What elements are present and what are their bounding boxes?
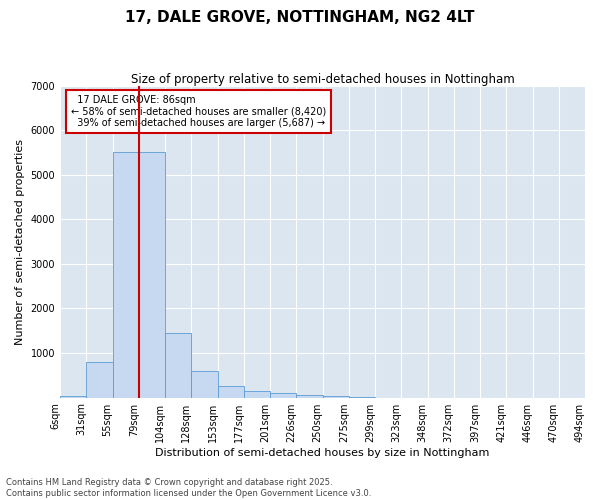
- Bar: [113, 152, 139, 398]
- Bar: [60, 396, 86, 398]
- X-axis label: Distribution of semi-detached houses by size in Nottingham: Distribution of semi-detached houses by …: [155, 448, 490, 458]
- Bar: [296, 395, 323, 398]
- Bar: [165, 333, 191, 398]
- Bar: [191, 371, 218, 398]
- Text: 17 DALE GROVE: 86sqm
← 58% of semi-detached houses are smaller (8,420)
  39% of : 17 DALE GROVE: 86sqm ← 58% of semi-detac…: [71, 95, 326, 128]
- Bar: [218, 386, 244, 398]
- Text: 17, DALE GROVE, NOTTINGHAM, NG2 4LT: 17, DALE GROVE, NOTTINGHAM, NG2 4LT: [125, 10, 475, 25]
- Bar: [323, 396, 349, 398]
- Y-axis label: Number of semi-detached properties: Number of semi-detached properties: [15, 138, 25, 344]
- Title: Size of property relative to semi-detached houses in Nottingham: Size of property relative to semi-detach…: [131, 72, 514, 86]
- Text: Contains HM Land Registry data © Crown copyright and database right 2025.
Contai: Contains HM Land Registry data © Crown c…: [6, 478, 371, 498]
- Bar: [139, 152, 165, 398]
- Bar: [270, 393, 296, 398]
- Bar: [86, 362, 113, 398]
- Bar: [244, 391, 270, 398]
